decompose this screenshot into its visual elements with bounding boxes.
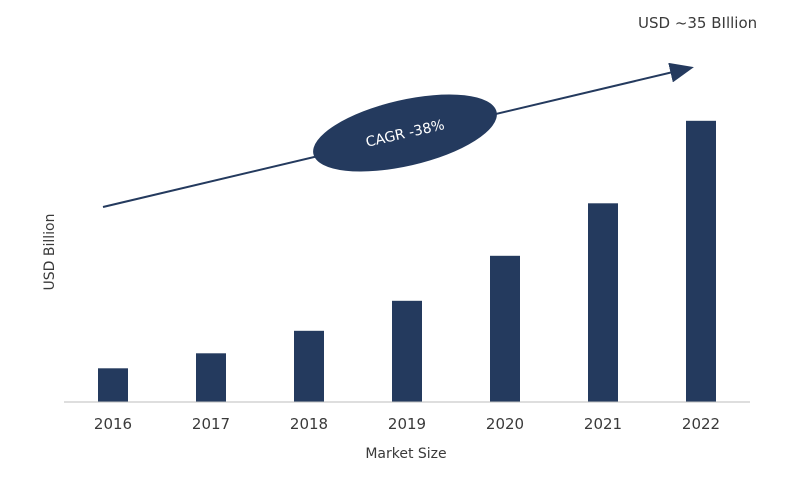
bar-2019 — [392, 300, 422, 403]
cagr-ellipse — [313, 94, 497, 172]
x-tick-labels: 2016 2017 2018 2019 2020 2021 2022 — [94, 415, 720, 433]
x-axis-title: Market Size — [365, 446, 446, 462]
x-tick-2016: 2016 — [94, 415, 132, 433]
y-axis-title: USD Billion — [42, 214, 58, 291]
bar-2021 — [588, 203, 618, 403]
bar-2017 — [196, 353, 226, 403]
x-tick-2022: 2022 — [682, 415, 720, 433]
value-annotation: USD ~35 BIllion — [638, 14, 757, 32]
x-tick-2021: 2021 — [584, 415, 622, 433]
x-tick-2020: 2020 — [486, 415, 524, 433]
bar-2018 — [294, 330, 324, 403]
x-tick-2018: 2018 — [290, 415, 328, 433]
bar-2016 — [98, 368, 128, 403]
x-tick-2019: 2019 — [388, 415, 426, 433]
bar-2022 — [686, 120, 716, 403]
cagr-badge: CAGR -38% — [313, 94, 497, 172]
bar-2020 — [490, 255, 520, 403]
x-tick-2017: 2017 — [192, 415, 230, 433]
bars-group — [98, 120, 716, 403]
